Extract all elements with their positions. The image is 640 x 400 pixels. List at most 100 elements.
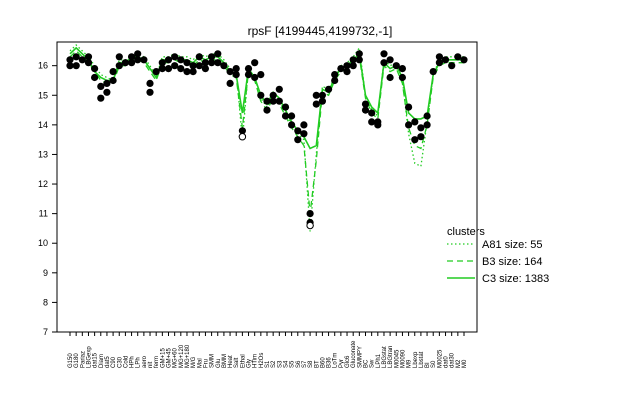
plot-frame (56, 41, 478, 333)
y-tick-label: 12 (38, 179, 48, 189)
data-point (306, 210, 314, 218)
data-point (128, 53, 136, 61)
data-point (121, 59, 129, 67)
y-tick-label: 11 (39, 209, 48, 219)
data-point (411, 136, 419, 144)
y-tick-label: 10 (38, 238, 48, 248)
data-point (281, 112, 290, 120)
data-point (158, 65, 166, 73)
x-tick-label: Lbstat (419, 351, 425, 368)
y-tick-label: 8 (43, 297, 48, 307)
data-point (220, 62, 228, 70)
data-point (349, 56, 357, 64)
x-tick-label: S5 (290, 360, 296, 368)
data-point (72, 62, 80, 70)
data-point (361, 100, 370, 108)
x-tick-label: Glu (216, 359, 222, 368)
x-tick-label: G150 (68, 353, 74, 368)
data-point (109, 68, 117, 76)
x-tick-label: HPh (130, 356, 136, 368)
data-point (263, 106, 271, 114)
data-point (91, 73, 99, 82)
y-tick-label: 13 (38, 149, 48, 159)
x-tick-label: LPh (136, 357, 142, 368)
data-point (312, 91, 320, 99)
data-point-hollow (238, 133, 247, 141)
x-tick-label: G180 (74, 353, 80, 368)
x-tick-label: Sw (370, 359, 376, 368)
data-point (386, 73, 394, 82)
x-tick-label: Diam (99, 354, 105, 368)
data-point (312, 100, 320, 108)
x-tick-label: LBGexp (86, 346, 92, 368)
data-point (355, 50, 363, 58)
data-point (189, 62, 197, 70)
data-point (66, 62, 74, 70)
data-point (97, 82, 105, 90)
data-point (257, 71, 265, 79)
x-tick-label: BMM (222, 354, 228, 368)
data-point (405, 121, 413, 129)
data-point (429, 68, 437, 76)
data-point (281, 103, 290, 111)
x-tick-label: Heat (228, 355, 234, 368)
data-point (171, 53, 179, 61)
x-tick-label: Fru (203, 359, 209, 368)
data-point (128, 59, 136, 67)
x-tick-label: S1 (265, 360, 271, 368)
data-point (380, 50, 388, 58)
x-tick-label: LBGstat (382, 346, 388, 368)
data-point (368, 118, 376, 126)
data-point (257, 91, 265, 99)
data-points (66, 50, 468, 230)
legend: clusters A81 size: 55 B3 size: 164 C3 size… (447, 226, 549, 285)
x-tick-label: M0045 (394, 349, 400, 368)
data-point (343, 62, 351, 70)
data-point (164, 65, 173, 73)
x-tick-label: M/G (191, 356, 197, 368)
data-point (226, 68, 234, 76)
data-point (318, 97, 326, 105)
data-point (72, 53, 80, 61)
data-point (195, 53, 203, 61)
x-tick-label: Gly (247, 359, 253, 368)
chart-title: rpsF [4199445,4199732,-1] (248, 24, 393, 38)
data-point (226, 79, 234, 87)
data-point-hollow (306, 221, 314, 230)
data-point (189, 68, 197, 76)
data-point (435, 53, 443, 61)
data-point (405, 103, 413, 111)
x-tick-label: BI (425, 362, 431, 368)
data-point (448, 62, 456, 70)
x-tick-label: Pariaz (80, 351, 86, 368)
y-tick-label: 16 (38, 61, 48, 71)
data-point (294, 127, 302, 135)
x-tick-label: B36 (327, 357, 333, 368)
data-point (183, 68, 191, 76)
data-point (294, 136, 302, 144)
x-tick-label: Mal (197, 358, 203, 368)
data-point (103, 79, 111, 87)
data-point (214, 50, 222, 58)
data-point (398, 73, 406, 82)
x-tick-label: S4 (283, 360, 289, 368)
data-point (368, 109, 376, 117)
data-point (380, 59, 388, 67)
x-tick-label: dat15 (93, 352, 99, 368)
data-point (115, 53, 123, 61)
x-tick-label: Glc6 (345, 355, 351, 368)
data-point (238, 127, 246, 135)
data-point (177, 65, 185, 73)
x-tick-label: nit (148, 361, 154, 368)
legend-entry: A81 size: 55 (482, 239, 543, 251)
data-point (361, 106, 370, 114)
data-point (140, 56, 148, 64)
data-point (263, 97, 271, 105)
legend-title: clusters (447, 226, 485, 238)
data-point (423, 121, 431, 129)
data-point (214, 59, 222, 67)
x-tick-label: C30 (117, 356, 123, 368)
data-point (275, 97, 283, 105)
data-point (171, 62, 179, 70)
data-point (454, 53, 462, 61)
